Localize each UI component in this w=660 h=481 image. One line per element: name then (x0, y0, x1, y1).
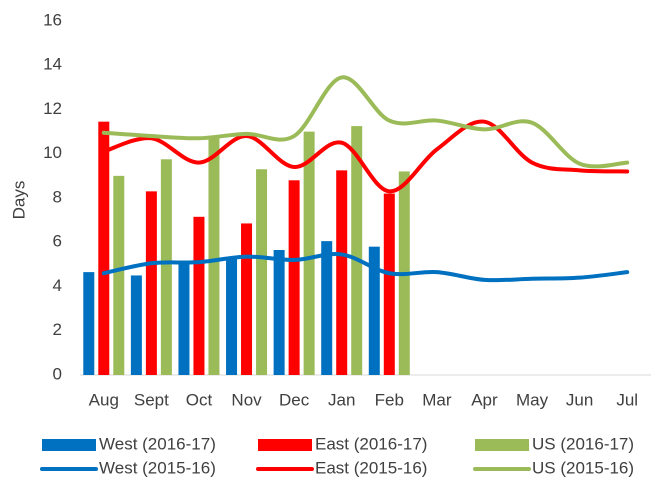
bar (383, 193, 395, 375)
y-tick-label: 4 (53, 276, 62, 295)
y-tick-label: 8 (53, 187, 62, 206)
bar (178, 262, 190, 375)
y-tick-label: 2 (53, 320, 62, 339)
x-tick-label: Jan (328, 390, 355, 409)
y-tick-label: 10 (43, 143, 62, 162)
x-tick-label: Feb (375, 390, 404, 409)
legend-label: US (2015-16) (532, 458, 634, 477)
y-tick-label: 14 (43, 55, 62, 74)
legend-label: East (2016-17) (315, 434, 427, 453)
bar (193, 216, 205, 375)
bar (303, 131, 315, 375)
bar (321, 241, 333, 375)
legend-label: US (2016-17) (532, 434, 634, 453)
x-tick-label: Mar (422, 390, 452, 409)
x-tick-label: Jul (616, 390, 638, 409)
x-tick-label: Sept (134, 390, 169, 409)
line (101, 75, 630, 169)
bar (208, 138, 220, 375)
bar (288, 180, 300, 375)
line (101, 119, 630, 194)
bar (113, 175, 125, 375)
y-axis-label: Days (9, 181, 28, 220)
legend-swatch (42, 439, 96, 451)
bar (256, 169, 268, 375)
bar (336, 170, 348, 375)
bar (98, 121, 110, 375)
y-tick-label: 0 (53, 364, 62, 383)
bar (368, 246, 380, 375)
x-tick-label: Jun (566, 390, 593, 409)
bar (83, 272, 95, 375)
y-tick-label: 6 (53, 232, 62, 251)
x-tick-label: Dec (279, 390, 310, 409)
x-tick-label: Aug (89, 390, 119, 409)
legend-label: West (2016-17) (99, 434, 216, 453)
bar (273, 249, 285, 375)
y-tick-label: 12 (43, 99, 62, 118)
x-tick-label: Apr (471, 390, 498, 409)
bar (241, 223, 253, 375)
y-tick-label: 16 (43, 10, 62, 29)
bar (145, 191, 157, 375)
legend-swatch (258, 439, 312, 451)
line (101, 252, 630, 283)
legend-label: East (2015-16) (315, 458, 427, 477)
bar (160, 159, 172, 375)
x-tick-label: Oct (186, 390, 213, 409)
bar (351, 126, 363, 375)
x-tick-label: Nov (231, 390, 262, 409)
legend-swatch (475, 439, 529, 451)
bar (226, 257, 238, 375)
bar (130, 275, 142, 375)
x-tick-label: May (516, 390, 549, 409)
legend-label: West (2015-16) (99, 458, 216, 477)
